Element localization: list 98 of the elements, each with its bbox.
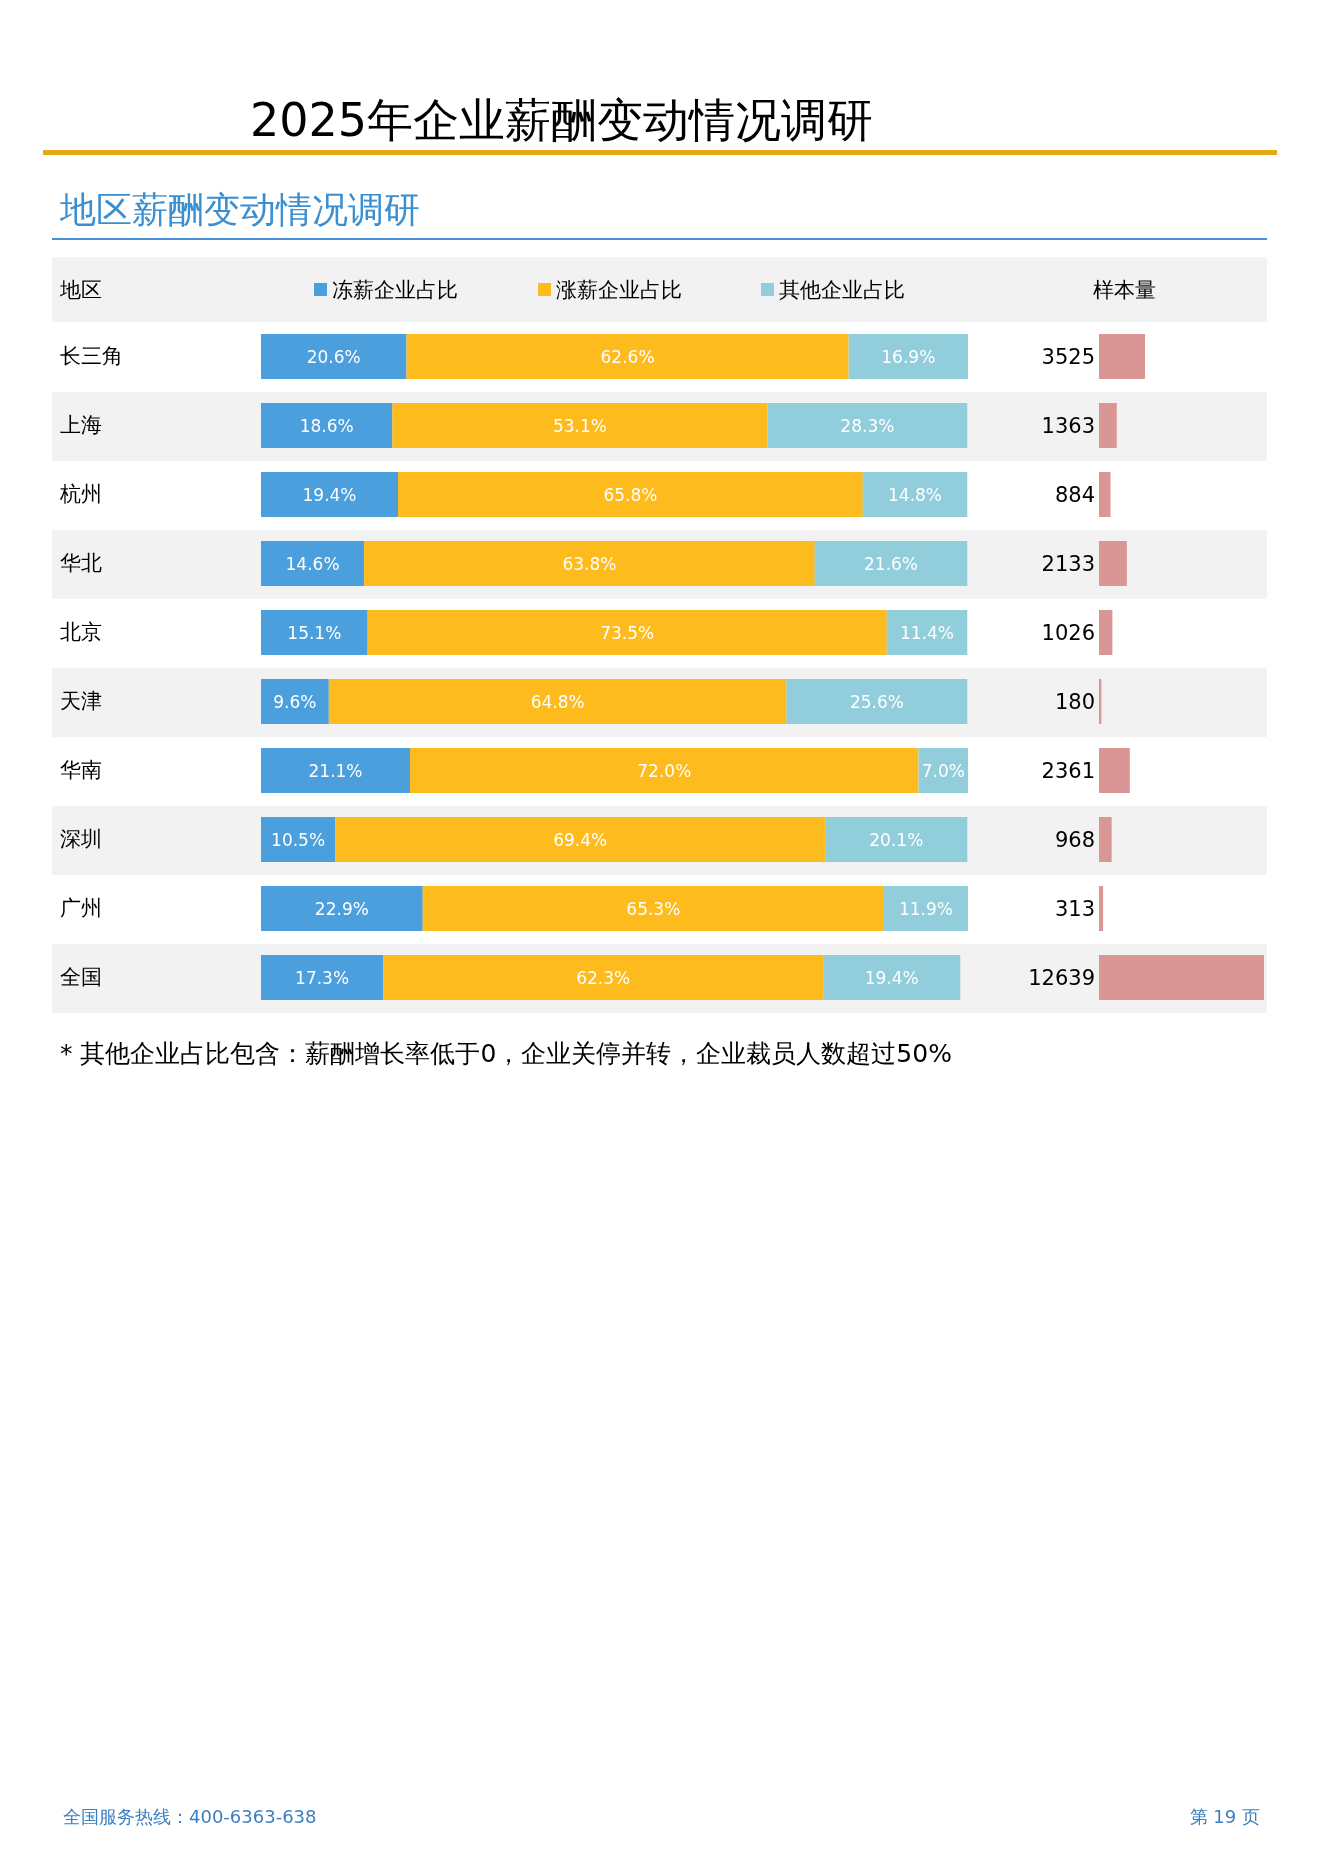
data-label: 64.8% [530,691,585,712]
data-label: 18.6% [299,415,354,436]
bar [367,610,887,655]
bar [261,472,399,517]
bar [1099,541,1127,586]
chart-title: 样本量 [1092,278,1156,302]
data-label: 14.6% [285,553,340,574]
data-label: 2133 [1041,552,1095,576]
text: 第 19 页 [1189,1806,1260,1827]
data-label: 65.8% [603,484,658,505]
data-label: 22.9% [314,898,369,919]
data-label: 62.3% [576,967,631,988]
bar [364,541,815,586]
data-label: 73.5% [600,622,655,643]
y-tick-label: 杭州 [59,482,102,506]
bar [261,748,411,793]
data-label: 313 [1054,897,1095,921]
bar [814,541,968,586]
y-axis-title: 地区 [59,278,102,302]
bar [383,955,824,1000]
data-label: 968 [1054,828,1095,852]
data-label: 72.0% [637,760,692,781]
data-label: 53.1% [552,415,607,436]
bar [261,610,368,655]
bar [261,679,329,724]
bar [886,610,968,655]
data-label: 63.8% [562,553,617,574]
text: * 其他企业占比包含：薪酬增长率低于0，企业关停并转，企业裁员人数超过50% [60,1039,952,1068]
data-label: 21.1% [308,760,363,781]
legend-label: 冻薪企业占比 [332,278,458,302]
bar [1099,955,1264,1000]
data-label: 21.6% [864,553,919,574]
data-label: 25.6% [849,691,904,712]
y-tick-label: 北京 [60,620,102,644]
data-label: 11.9% [898,898,953,919]
bar [883,886,968,931]
bar [1099,334,1146,379]
bar [261,955,384,1000]
data-label: 17.3% [295,967,350,988]
data-label: 12639 [1028,966,1095,990]
bar [767,403,968,448]
data-label: 10.5% [271,829,326,850]
data-label: 19.4% [864,967,919,988]
data-label: 2361 [1041,759,1095,783]
bar [261,817,336,862]
bar [261,541,365,586]
bar [410,748,919,793]
bar [328,679,787,724]
bar [1099,748,1130,793]
bar [335,817,826,862]
data-label: 180 [1054,690,1095,714]
bar [848,334,968,379]
data-label: 65.3% [626,898,681,919]
y-tick-label: 长三角 [60,344,123,368]
y-tick-label: 天津 [60,689,102,713]
data-label: 9.6% [273,691,317,712]
bar [825,817,968,862]
chart-subtitle: 地区薪酬变动情况调研 [59,189,420,230]
bar [261,886,423,931]
data-label: 16.9% [881,346,936,367]
legend-label: 涨薪企业占比 [556,278,682,302]
data-label: 20.1% [869,829,924,850]
chart-title: 2025年企业薪酬变动情况调研 [250,93,874,147]
bar [1099,886,1104,931]
bar [1099,610,1113,655]
data-label: 1363 [1041,414,1095,438]
bar [406,334,849,379]
y-tick-label: 深圳 [60,827,102,851]
data-label: 7.0% [921,760,965,781]
bar [823,955,961,1000]
data-label: 69.4% [553,829,608,850]
bar [261,403,393,448]
data-label: 14.8% [888,484,943,505]
bar [1099,472,1111,517]
y-tick-label: 全国 [60,965,102,989]
bar [1099,403,1117,448]
bar [422,886,884,931]
bar [392,403,768,448]
data-label: 28.3% [840,415,895,436]
data-label: 11.4% [900,622,955,643]
data-label: 15.1% [287,622,342,643]
data-label: 20.6% [306,346,361,367]
y-tick-label: 上海 [60,413,102,437]
bar [786,679,968,724]
y-tick-label: 广州 [60,896,102,920]
data-label: 3525 [1041,345,1095,369]
y-tick-label: 华南 [60,758,102,782]
data-label: 62.6% [600,346,655,367]
text: 全国服务热线：400-6363-638 [63,1806,317,1827]
bar [398,472,863,517]
data-label: 884 [1054,483,1095,507]
data-label: 19.4% [302,484,357,505]
bar [1099,817,1112,862]
y-tick-label: 华北 [60,551,102,575]
bar [862,472,968,517]
bar [261,334,407,379]
data-label: 1026 [1041,621,1095,645]
legend-label: 其他企业占比 [779,278,905,302]
